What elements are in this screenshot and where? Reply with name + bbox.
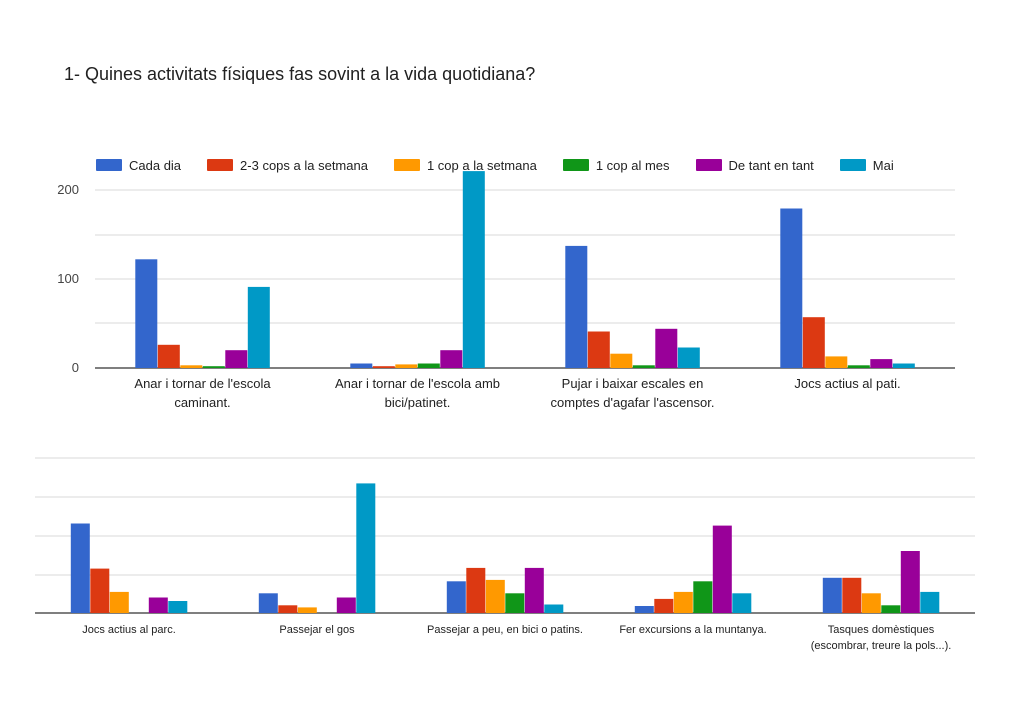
- bar: [148, 597, 168, 613]
- category-label: Anar i tornar de l'escola amb: [335, 376, 500, 391]
- y-tick-label: 0: [72, 360, 79, 375]
- bar: [278, 605, 298, 614]
- legend-label: 1 cop a la setmana: [426, 157, 537, 173]
- legend-label: De tant en tant: [728, 157, 814, 173]
- legend-entry: 1 cop al mes: [562, 157, 670, 173]
- category-label: Passejar a peu, en bici o patins.: [427, 624, 583, 636]
- bar: [297, 607, 317, 613]
- bar: [654, 598, 674, 613]
- bar: [732, 593, 752, 613]
- bar: [655, 328, 678, 368]
- bar: [677, 347, 700, 368]
- bar: [225, 350, 248, 368]
- category-label: (escombrar, treure la pols...).: [811, 640, 952, 652]
- legend-entry: De tant en tant: [695, 157, 814, 173]
- bar: [336, 597, 356, 613]
- bar: [168, 601, 188, 613]
- bar: [356, 483, 376, 613]
- bar: [157, 344, 180, 368]
- category-label: Tasques domèstiques: [828, 624, 935, 636]
- bar: [861, 593, 881, 613]
- bar: [466, 567, 486, 613]
- bar: [109, 591, 129, 613]
- chart-legend: Cada dia 2-3 cops a la setmana 1 cop a la …: [96, 155, 894, 175]
- bar: [842, 577, 862, 613]
- bar: [892, 363, 915, 368]
- bar: [565, 245, 588, 368]
- legend-swatch: [839, 159, 866, 171]
- category-label: Pujar i baixar escales en: [562, 376, 704, 391]
- bar: [70, 523, 90, 613]
- legend-entry: Cada dia: [96, 158, 181, 173]
- bar: [350, 363, 373, 368]
- bar: [634, 606, 654, 613]
- category-label: bici/patinet.: [385, 395, 451, 410]
- bar: [90, 568, 110, 613]
- legend-swatch: [695, 159, 722, 171]
- bar: [825, 356, 848, 368]
- bar: [920, 591, 940, 613]
- legend-swatch: [96, 159, 122, 171]
- bar: [462, 171, 485, 368]
- legend-swatch: [562, 159, 589, 171]
- bar: [847, 365, 870, 368]
- bar: [900, 551, 920, 613]
- legend-label: Mai: [872, 157, 894, 173]
- legend-label: Cada dia: [129, 157, 182, 173]
- bar: [258, 593, 278, 613]
- category-label: Jocs actius al parc.: [82, 624, 176, 636]
- bar: [202, 366, 225, 368]
- legend-swatch: [207, 159, 234, 171]
- category-label: Fer excursions a la muntanya.: [619, 624, 766, 636]
- bar: [610, 353, 633, 368]
- bar: [712, 525, 732, 613]
- legend-swatch: [393, 159, 420, 171]
- legend-label: 2-3 cops a la setmana: [240, 157, 368, 173]
- category-label: Passejar el gos: [279, 624, 355, 636]
- bar: [505, 593, 525, 613]
- category-label: comptes d'agafar l'ascensor.: [551, 395, 715, 410]
- bar: [673, 591, 693, 613]
- category-label: Jocs actius al pati.: [794, 376, 900, 391]
- bar: [632, 365, 655, 368]
- bar: [822, 577, 842, 613]
- y-tick-label: 100: [57, 271, 79, 286]
- legend-entry: Mai: [839, 157, 894, 173]
- legend-label: 1 cop al mes: [595, 157, 670, 173]
- category-label: Anar i tornar de l'escola: [134, 376, 271, 391]
- legend-entry: 1 cop a la setmana: [393, 157, 537, 173]
- bar: [587, 331, 610, 368]
- bar: [544, 604, 564, 613]
- bar: [395, 364, 418, 368]
- bar: [372, 366, 395, 368]
- category-label: caminant.: [174, 395, 230, 410]
- bar: [485, 579, 505, 613]
- bar: [417, 363, 440, 368]
- chart-title: 1- Quines activitats físiques fas sovint…: [64, 64, 536, 84]
- bar: [802, 317, 825, 368]
- bar: [780, 208, 803, 368]
- bar: [524, 567, 544, 613]
- bar: [247, 286, 270, 368]
- bar: [440, 350, 463, 368]
- bar: [693, 581, 713, 613]
- bar: [870, 359, 893, 368]
- bar: [135, 259, 158, 368]
- bar: [881, 605, 901, 614]
- legend-entry: 2-3 cops a la setmana: [207, 158, 368, 173]
- bar: [180, 365, 203, 368]
- bar: [446, 581, 466, 613]
- y-tick-label: 200: [57, 182, 79, 197]
